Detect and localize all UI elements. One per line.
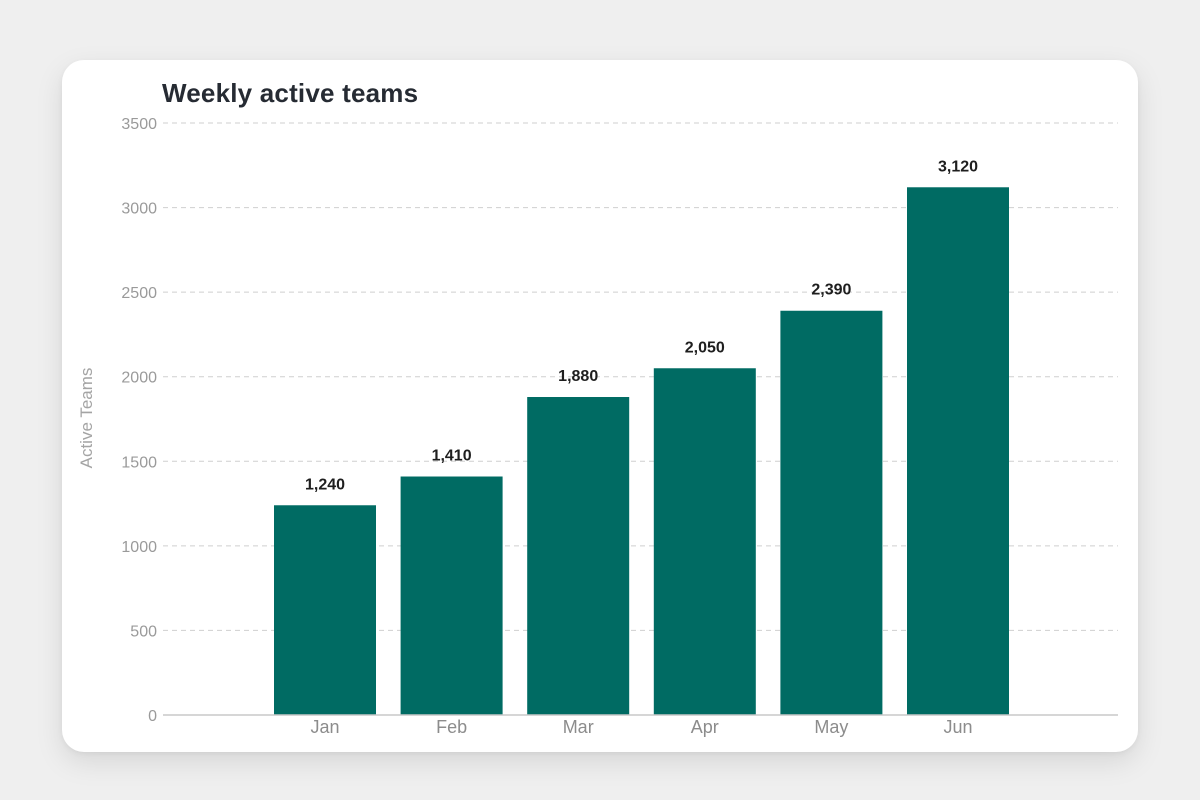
data-label: 1,880 (558, 368, 598, 385)
bar-may (780, 310, 883, 715)
data-labels: 1,240 1,410 1,880 2,050 2,390 3,120 (305, 158, 978, 493)
bar-jan (274, 505, 376, 715)
bar-jun (907, 187, 1009, 715)
bars (274, 187, 1009, 715)
bar-feb (400, 476, 503, 715)
y-tick-label: 0 (148, 708, 157, 725)
x-axis-ticks: Jan Feb Mar Apr May Jun (310, 717, 972, 737)
data-label: 2,390 (811, 282, 851, 299)
x-tick-label: Feb (436, 717, 467, 737)
y-axis-ticks: 0 500 1000 1500 2000 2500 3000 3500 (121, 116, 157, 725)
y-tick-label: 3500 (121, 116, 157, 133)
x-tick-label: Mar (563, 717, 594, 737)
data-label: 2,050 (685, 339, 725, 356)
y-tick-label: 1500 (121, 454, 157, 471)
data-label: 1,240 (305, 476, 345, 493)
x-tick-label: Jan (310, 717, 339, 737)
data-label: 3,120 (938, 158, 978, 175)
y-tick-label: 2000 (121, 370, 157, 387)
data-label: 1,410 (432, 448, 472, 465)
chart-title: Weekly active teams (162, 78, 419, 108)
x-tick-label: Jun (943, 717, 972, 737)
y-tick-label: 3000 (121, 201, 157, 218)
y-tick-label: 2500 (121, 285, 157, 302)
y-axis-title: Active Teams (77, 368, 96, 469)
y-tick-label: 1000 (121, 539, 157, 556)
y-tick-label: 500 (130, 623, 157, 640)
x-tick-label: May (814, 717, 848, 737)
bar-apr (653, 368, 756, 715)
x-tick-label: Apr (691, 717, 719, 737)
bar-mar (527, 397, 630, 715)
